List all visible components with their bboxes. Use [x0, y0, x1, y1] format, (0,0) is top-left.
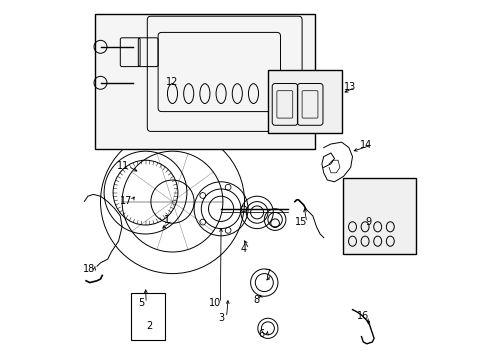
- Text: 15: 15: [295, 217, 307, 228]
- Text: 14: 14: [359, 140, 371, 150]
- FancyBboxPatch shape: [267, 70, 341, 133]
- Text: 17: 17: [120, 196, 132, 206]
- Text: 16: 16: [356, 311, 368, 321]
- FancyBboxPatch shape: [95, 14, 314, 149]
- Text: 12: 12: [166, 77, 178, 87]
- Text: 11: 11: [117, 161, 129, 171]
- Text: 3: 3: [218, 312, 224, 323]
- Text: 6: 6: [258, 329, 264, 339]
- Text: 2: 2: [146, 321, 153, 331]
- Text: 9: 9: [365, 217, 371, 228]
- Text: 18: 18: [82, 264, 95, 274]
- Text: 8: 8: [252, 294, 259, 305]
- Text: 13: 13: [343, 82, 355, 93]
- Text: 1: 1: [163, 215, 170, 225]
- Text: 7: 7: [263, 269, 269, 279]
- Text: 10: 10: [208, 298, 221, 308]
- Text: 5: 5: [138, 298, 143, 308]
- FancyBboxPatch shape: [343, 178, 415, 254]
- Text: 4: 4: [240, 244, 246, 254]
